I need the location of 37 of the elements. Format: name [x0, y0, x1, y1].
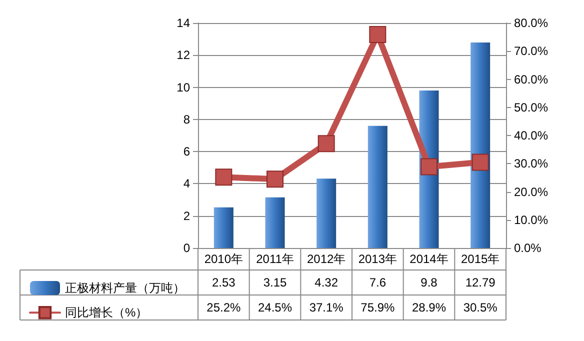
data-label: 12.79: [465, 276, 496, 290]
y2-tick-label: 0.0%: [514, 241, 542, 255]
data-label: 75.9%: [360, 300, 396, 314]
data-label: 28.9%: [412, 300, 446, 314]
x-tick-label: 2010年: [204, 252, 244, 266]
x-tick-label: 2015年: [460, 252, 500, 266]
x-tick-label: 2012年: [306, 252, 346, 266]
y-tick-label: 14: [176, 16, 190, 30]
y-tick-label: 6: [183, 144, 190, 159]
y2-tick-label: 40.0%: [514, 128, 548, 142]
data-label: 30.5%: [463, 300, 498, 314]
data-label: 4.32: [314, 276, 338, 290]
y2-tick-label: 20.0%: [514, 184, 548, 199]
y-tick-label: 4: [183, 176, 190, 191]
y2-tick-label: 80.0%: [514, 16, 548, 30]
data-label: 7.6: [369, 276, 386, 290]
data-label: 37.1%: [309, 300, 344, 314]
y2-tick-label: 50.0%: [514, 100, 548, 114]
data-label: 9.8: [420, 276, 438, 290]
data-label: 25.2%: [206, 300, 242, 314]
y-tick-label: 10: [176, 80, 190, 94]
data-label: 3.15: [263, 276, 287, 290]
y2-tick-label: 30.0%: [514, 156, 548, 171]
y-tick-label: 12: [176, 48, 190, 62]
y2-tick-label: 10.0%: [514, 212, 548, 227]
x-tick-label: 2011年: [256, 252, 294, 266]
legend-label: 同比增长（%）: [65, 306, 148, 320]
y-tick-label: 8: [183, 112, 190, 126]
y-tick-label: 2: [183, 208, 190, 223]
x-tick-label: 2013年: [358, 252, 398, 266]
x-tick-label: 2014年: [410, 252, 448, 266]
data-label: 24.5%: [258, 300, 292, 314]
legend-label: 正极材料产量（万吨）: [65, 281, 185, 295]
y2-tick-label: 70.0%: [514, 44, 548, 58]
y-tick-label: 0: [183, 241, 190, 255]
data-label: 2.53: [212, 276, 236, 290]
y2-tick-label: 60.0%: [514, 72, 548, 86]
